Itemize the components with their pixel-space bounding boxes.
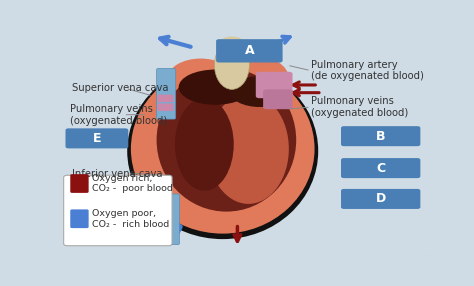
FancyBboxPatch shape (157, 104, 173, 111)
Text: C: C (376, 162, 385, 175)
Text: Pulmonary veins
(oxygenated blood): Pulmonary veins (oxygenated blood) (70, 104, 167, 126)
FancyBboxPatch shape (341, 189, 420, 209)
Text: Inferior vena cava: Inferior vena cava (72, 169, 163, 179)
FancyBboxPatch shape (156, 68, 176, 119)
Text: E: E (92, 132, 101, 145)
Text: Pulmonary veins
(oxygenated blood): Pulmonary veins (oxygenated blood) (311, 96, 408, 118)
Text: Superior vena cava: Superior vena cava (72, 83, 169, 93)
Ellipse shape (230, 76, 289, 107)
Text: D: D (375, 192, 386, 205)
Ellipse shape (214, 41, 249, 89)
FancyBboxPatch shape (157, 95, 173, 102)
Text: B: B (376, 130, 385, 143)
FancyBboxPatch shape (341, 126, 420, 146)
FancyBboxPatch shape (263, 89, 292, 109)
Ellipse shape (208, 54, 289, 103)
Ellipse shape (168, 59, 234, 98)
Ellipse shape (216, 37, 247, 59)
Text: A: A (245, 44, 254, 57)
FancyBboxPatch shape (341, 158, 420, 178)
FancyBboxPatch shape (70, 209, 89, 228)
Text: Oxygen rich,
CO₂ -  poor blood: Oxygen rich, CO₂ - poor blood (91, 174, 173, 193)
FancyBboxPatch shape (160, 194, 179, 245)
Ellipse shape (156, 68, 296, 212)
Ellipse shape (131, 64, 315, 234)
Ellipse shape (179, 69, 252, 105)
FancyBboxPatch shape (216, 39, 283, 63)
Text: Pulmonary artery
(de oxygenated blood): Pulmonary artery (de oxygenated blood) (311, 60, 424, 82)
Ellipse shape (127, 63, 318, 239)
FancyBboxPatch shape (64, 175, 172, 246)
FancyBboxPatch shape (70, 174, 89, 193)
Ellipse shape (175, 98, 234, 191)
FancyBboxPatch shape (256, 72, 292, 98)
FancyBboxPatch shape (57, 33, 429, 256)
FancyBboxPatch shape (65, 128, 128, 148)
Text: Oxygen poor,
CO₂ -  rich blood: Oxygen poor, CO₂ - rich blood (91, 209, 169, 229)
Ellipse shape (208, 94, 289, 204)
